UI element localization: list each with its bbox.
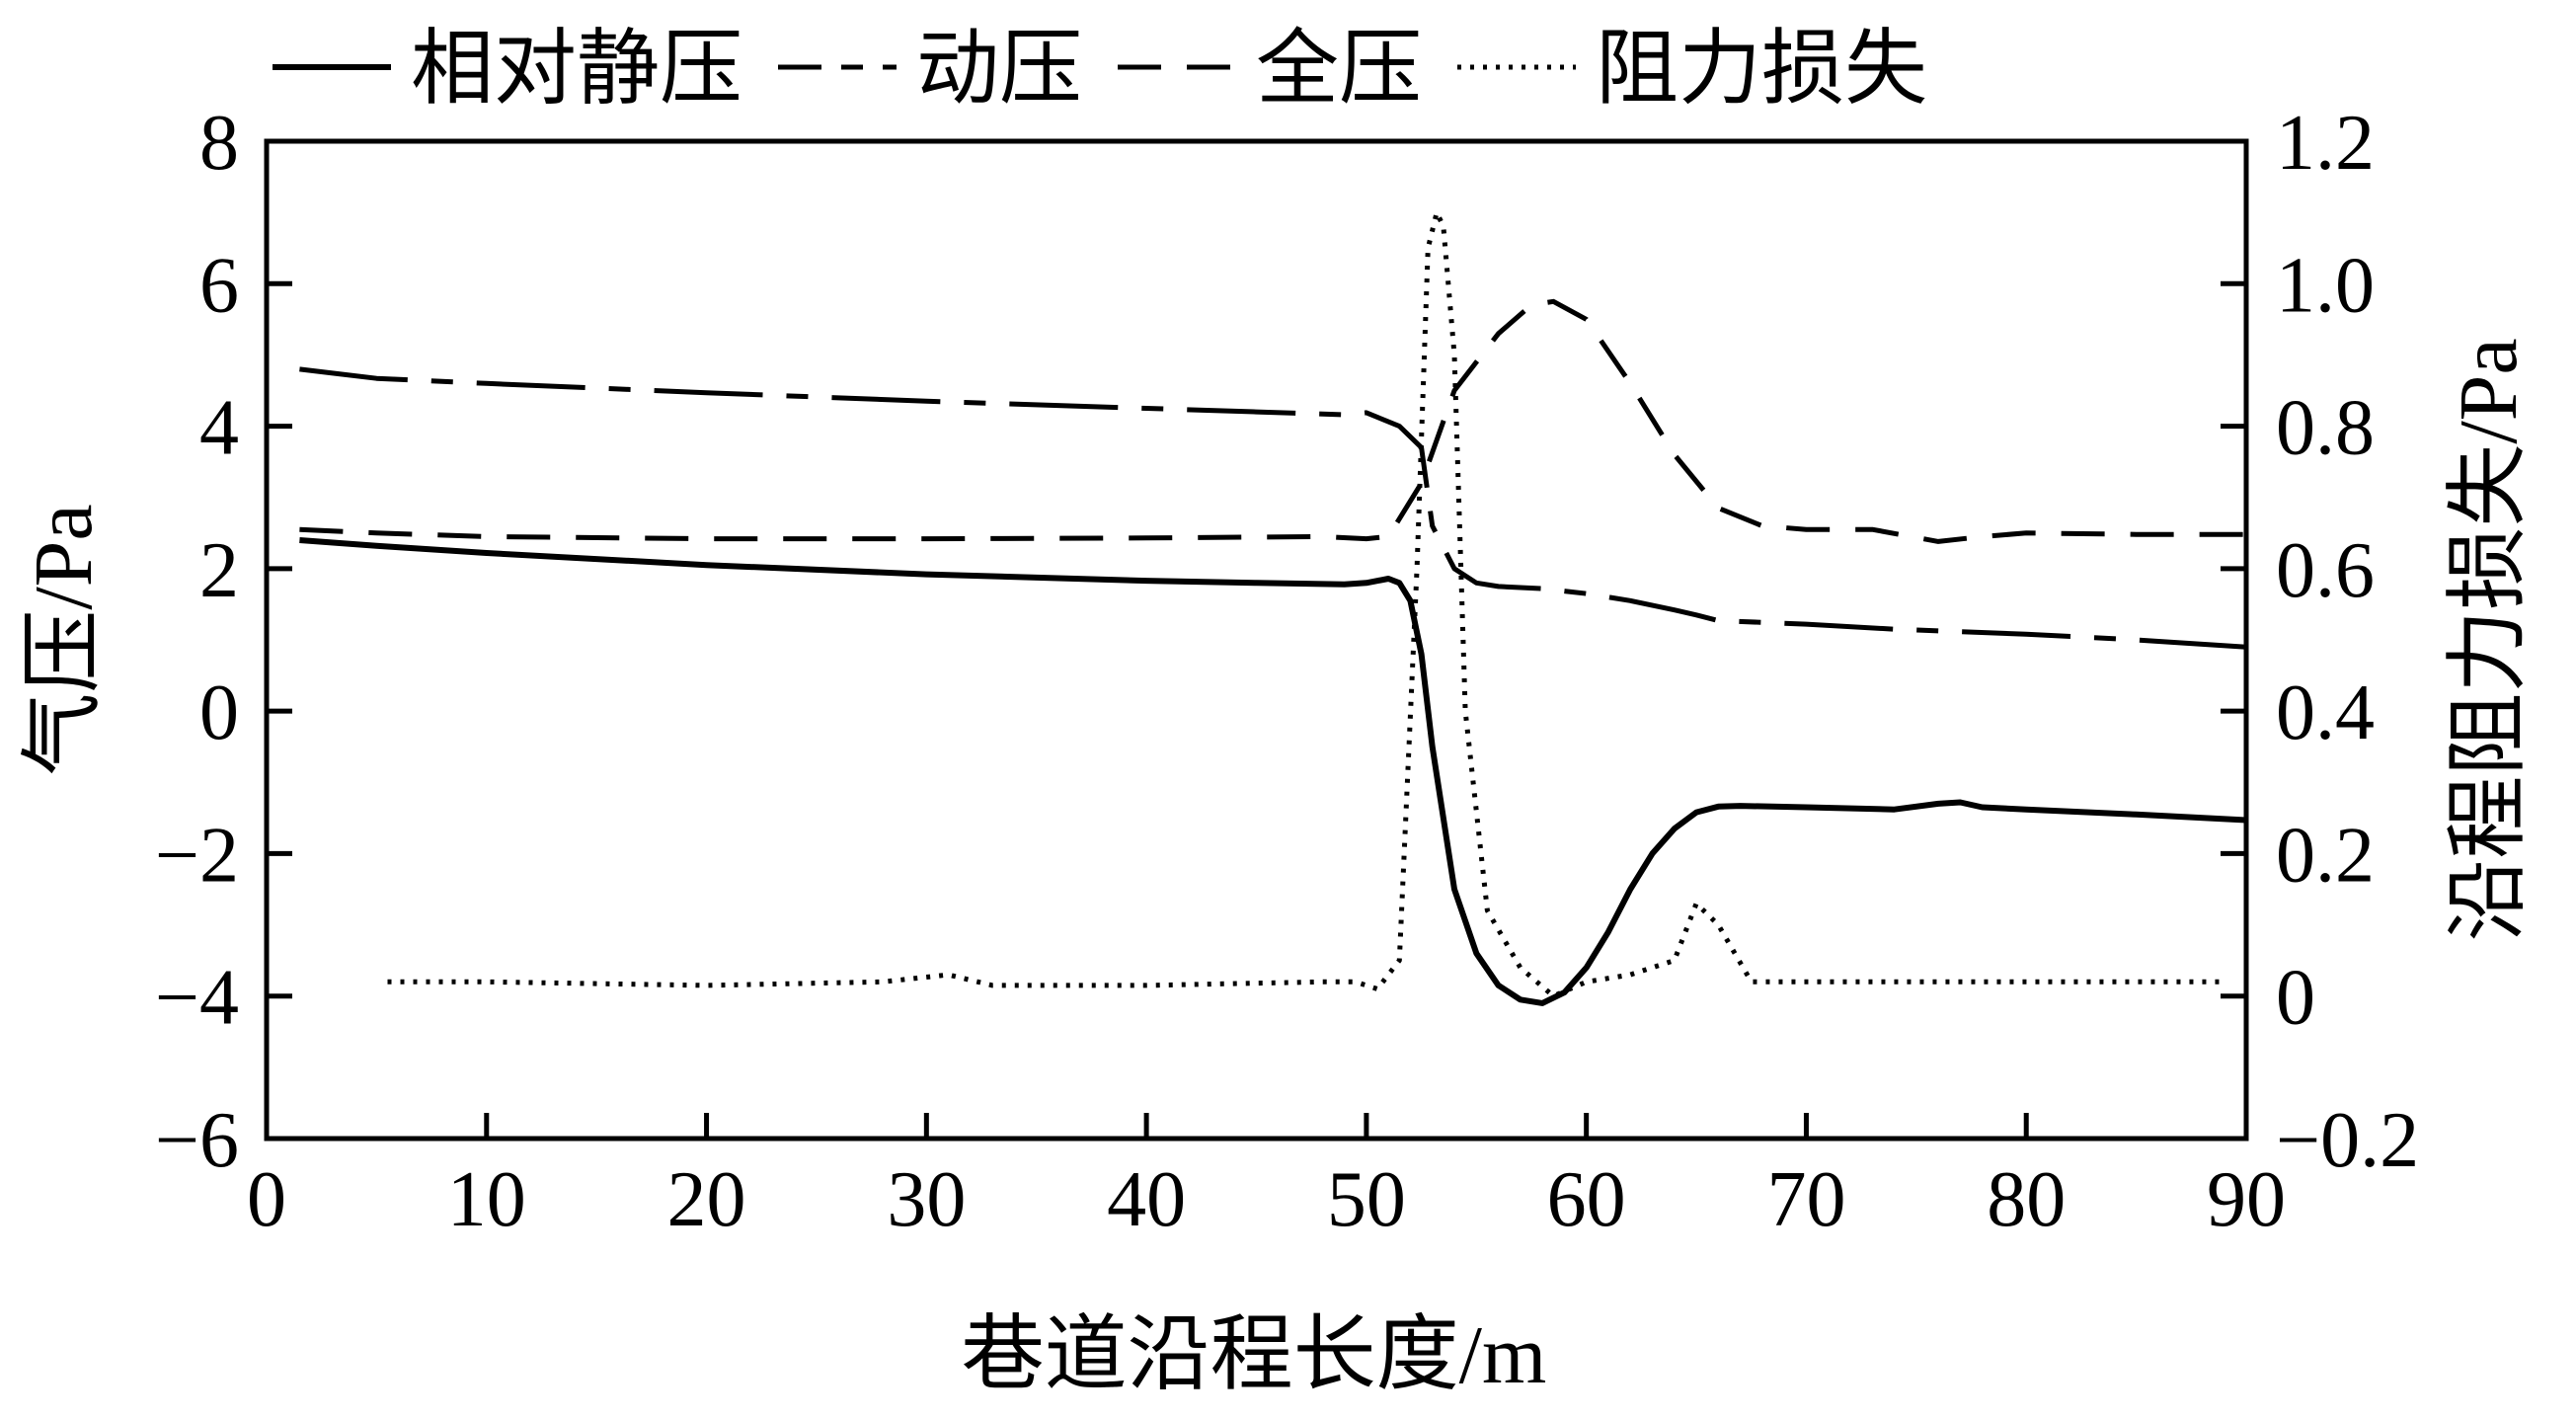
y-left-tick-label: −4 — [155, 955, 239, 1042]
y-left-tick-label: 4 — [199, 385, 239, 472]
y-right-tick-label: 0.4 — [2276, 670, 2375, 756]
x-tick-label: 0 — [247, 1156, 286, 1243]
series-line-4 — [387, 209, 2225, 999]
y-axis-title-left: 气压/Pa — [18, 504, 110, 775]
series-line-3 — [299, 298, 2246, 544]
tick-marks — [264, 138, 2249, 1142]
x-tick-label: 10 — [447, 1156, 526, 1243]
tick-labels: 0 10 20 30 40 50 60 70 80 90 −6 −4 −2 0 2 4 6 8 −0.2 0 0.2 0.… — [155, 100, 2419, 1243]
x-tick-label: 40 — [1107, 1156, 1186, 1243]
x-tick-label: 30 — [887, 1156, 966, 1243]
y-right-tick-label: 0.6 — [2276, 527, 2375, 614]
y-left-tick-label: −6 — [155, 1097, 239, 1184]
legend-label-3: 全压 — [1256, 24, 1422, 116]
legend-label-1: 相对静压 — [411, 24, 742, 116]
y-right-tick-label: −0.2 — [2276, 1097, 2419, 1184]
legend: 相对静压 动压 全压 阻力损失 — [273, 24, 1927, 116]
plot-frame — [264, 138, 2249, 1142]
y-right-tick-label: 1.2 — [2276, 100, 2375, 187]
y-left-tick-label: 2 — [199, 527, 239, 614]
legend-label-2: 动压 — [916, 24, 1082, 116]
x-tick-label: 80 — [1987, 1156, 2066, 1243]
x-tick-label: 90 — [2207, 1156, 2286, 1243]
y-right-tick-label: 0 — [2276, 955, 2315, 1042]
y-right-tick-label: 0.8 — [2276, 385, 2375, 472]
y-right-tick-label: 0.2 — [2276, 812, 2375, 899]
y-left-tick-label: 6 — [199, 242, 239, 329]
x-axis-title: 巷道沿程长度/m — [962, 1309, 1547, 1401]
series-line-2 — [299, 366, 2247, 650]
series-line-1 — [299, 537, 2247, 1006]
y-left-tick-label: 0 — [199, 670, 239, 756]
series-layer — [299, 209, 2247, 1006]
x-tick-label: 60 — [1547, 1156, 1626, 1243]
y-left-tick-label: 8 — [199, 100, 239, 187]
x-tick-label: 70 — [1766, 1156, 1845, 1243]
legend-label-4: 阻力损失 — [1596, 24, 1927, 116]
y-left-tick-label: −2 — [155, 812, 239, 899]
x-tick-label: 50 — [1327, 1156, 1406, 1243]
x-tick-label: 20 — [667, 1156, 746, 1243]
y-axis-title-right: 沿程阻力损失/Pa — [2443, 338, 2535, 941]
y-right-tick-label: 1.0 — [2276, 242, 2375, 329]
